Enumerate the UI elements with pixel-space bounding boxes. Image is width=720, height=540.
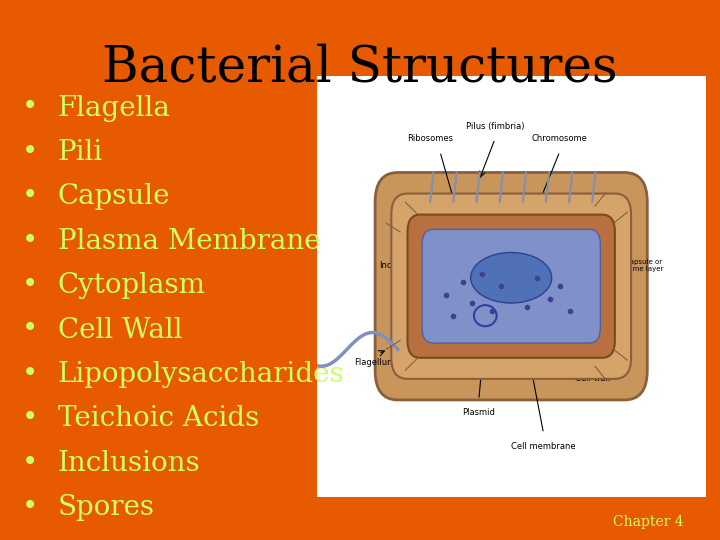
Text: •: • [22,494,38,521]
Text: Cell Wall: Cell Wall [58,316,182,343]
Text: Spores: Spores [58,494,155,521]
FancyBboxPatch shape [408,214,615,358]
Text: Inclusions: Inclusions [58,450,200,477]
Text: Plasma Membrane: Plasma Membrane [58,228,320,255]
Text: Capsule or
slime layer: Capsule or slime layer [624,259,663,272]
Text: Teichoic Acids: Teichoic Acids [58,406,259,433]
Text: •: • [22,450,38,477]
Text: Cell wall: Cell wall [575,374,610,383]
Text: Plasmid: Plasmid [462,408,495,417]
Text: •: • [22,228,38,255]
Text: Chromosome: Chromosome [532,134,588,143]
Text: Lipopolysaccharides: Lipopolysaccharides [58,361,344,388]
Ellipse shape [471,253,552,303]
Text: Chapter 4: Chapter 4 [613,515,684,529]
Text: Flagellum: Flagellum [354,357,396,367]
Text: Pili: Pili [58,139,103,166]
Text: Ribosomes: Ribosomes [408,134,453,143]
Text: Capsule: Capsule [58,183,170,210]
FancyBboxPatch shape [375,172,647,400]
Text: •: • [22,94,38,122]
Bar [317,76,706,497]
FancyBboxPatch shape [392,193,631,379]
Text: Cell membrane: Cell membrane [511,442,576,451]
Text: Pilus (fimbria): Pilus (fimbria) [466,122,524,131]
Text: Bacterial Structures: Bacterial Structures [102,43,618,93]
Text: Inclusion: Inclusion [379,261,417,269]
Text: •: • [22,406,38,433]
Text: •: • [22,272,38,299]
Text: •: • [22,316,38,343]
Text: Cytoplasm: Cytoplasm [58,272,206,299]
Text: •: • [22,361,38,388]
Text: Flagella: Flagella [58,94,171,122]
Text: •: • [22,139,38,166]
FancyBboxPatch shape [422,230,600,343]
Text: •: • [22,183,38,210]
